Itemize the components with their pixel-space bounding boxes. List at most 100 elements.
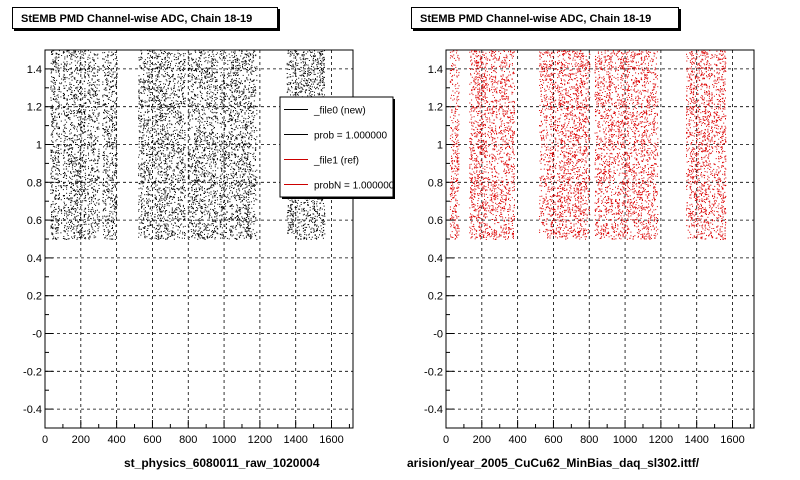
data-point [74, 162, 76, 164]
data-point [106, 238, 108, 240]
y-tick-label: 1.2 [27, 102, 42, 114]
data-point [182, 210, 184, 212]
data-point [111, 157, 113, 159]
data-point [171, 210, 173, 212]
data-point [168, 52, 170, 54]
data-point [62, 129, 64, 131]
data-point [111, 198, 113, 199]
data-point [96, 74, 98, 76]
data-point [154, 181, 156, 182]
data-point [148, 167, 150, 169]
data-point [138, 95, 140, 97]
data-point [69, 119, 71, 121]
data-point [68, 137, 70, 139]
data-point [104, 155, 106, 157]
data-point [195, 226, 197, 228]
data-point [94, 92, 96, 94]
data-point [199, 124, 201, 126]
data-point [182, 204, 184, 206]
data-point [156, 90, 157, 92]
data-point [62, 131, 64, 133]
data-point [199, 144, 201, 146]
data-point [81, 126, 83, 128]
data-point [114, 146, 116, 148]
data-point [66, 144, 68, 146]
data-point [115, 155, 117, 157]
data-point [106, 226, 108, 228]
data-point [160, 231, 162, 233]
data-point [157, 155, 159, 157]
data-point [203, 107, 205, 109]
data-point [171, 147, 173, 148]
data-point [97, 103, 99, 105]
data-point [72, 171, 74, 173]
data-point [112, 142, 113, 144]
data-point [201, 206, 203, 208]
data-point [84, 77, 86, 79]
data-point [87, 73, 89, 75]
data-point [194, 138, 195, 140]
data-point [71, 122, 73, 123]
data-point [51, 220, 53, 222]
data-point [143, 90, 145, 92]
data-point [200, 232, 202, 234]
data-point [164, 181, 166, 183]
data-point [72, 141, 74, 143]
data-point [116, 60, 118, 61]
data-point [85, 238, 87, 240]
data-point [108, 74, 110, 76]
data-point [177, 167, 179, 169]
data-point [163, 182, 165, 184]
data-point [93, 154, 95, 156]
data-point [83, 169, 84, 171]
data-point [142, 101, 144, 102]
data-point [204, 87, 206, 89]
data-point [141, 228, 142, 230]
data-point [64, 163, 66, 165]
data-point [90, 210, 92, 212]
data-point [151, 194, 153, 196]
data-point [115, 92, 117, 94]
data-point [209, 236, 211, 238]
data-point [52, 234, 54, 236]
data-point [159, 210, 161, 212]
data-point [55, 152, 56, 154]
data-point [107, 221, 109, 223]
data-point [157, 91, 159, 93]
data-point [195, 142, 197, 144]
data-point [55, 217, 57, 219]
data-point [91, 118, 93, 120]
data-point [68, 78, 70, 80]
data-point [189, 80, 191, 82]
data-point [108, 218, 110, 220]
data-point [97, 140, 99, 142]
data-point [70, 72, 72, 74]
data-point [159, 159, 161, 161]
data-point [143, 219, 145, 221]
data-point [199, 228, 201, 230]
data-point [108, 141, 110, 143]
data-point [149, 200, 151, 202]
data-point [144, 81, 146, 83]
data-point [64, 136, 66, 138]
data-point [102, 123, 104, 125]
data-point [170, 64, 171, 66]
data-point [168, 116, 170, 118]
data-point [157, 104, 159, 105]
data-point [163, 99, 165, 101]
data-point [68, 158, 70, 160]
data-point [87, 233, 89, 235]
data-point [167, 220, 169, 222]
data-point [93, 196, 95, 197]
data-point [182, 152, 184, 154]
data-point [63, 168, 65, 170]
data-point [53, 50, 55, 52]
data-point [177, 116, 179, 118]
data-point [188, 226, 190, 228]
data-point [50, 172, 52, 174]
data-point [77, 225, 79, 227]
data-point [139, 65, 141, 67]
data-point [57, 114, 59, 116]
data-point [182, 63, 184, 65]
data-point [96, 127, 98, 128]
